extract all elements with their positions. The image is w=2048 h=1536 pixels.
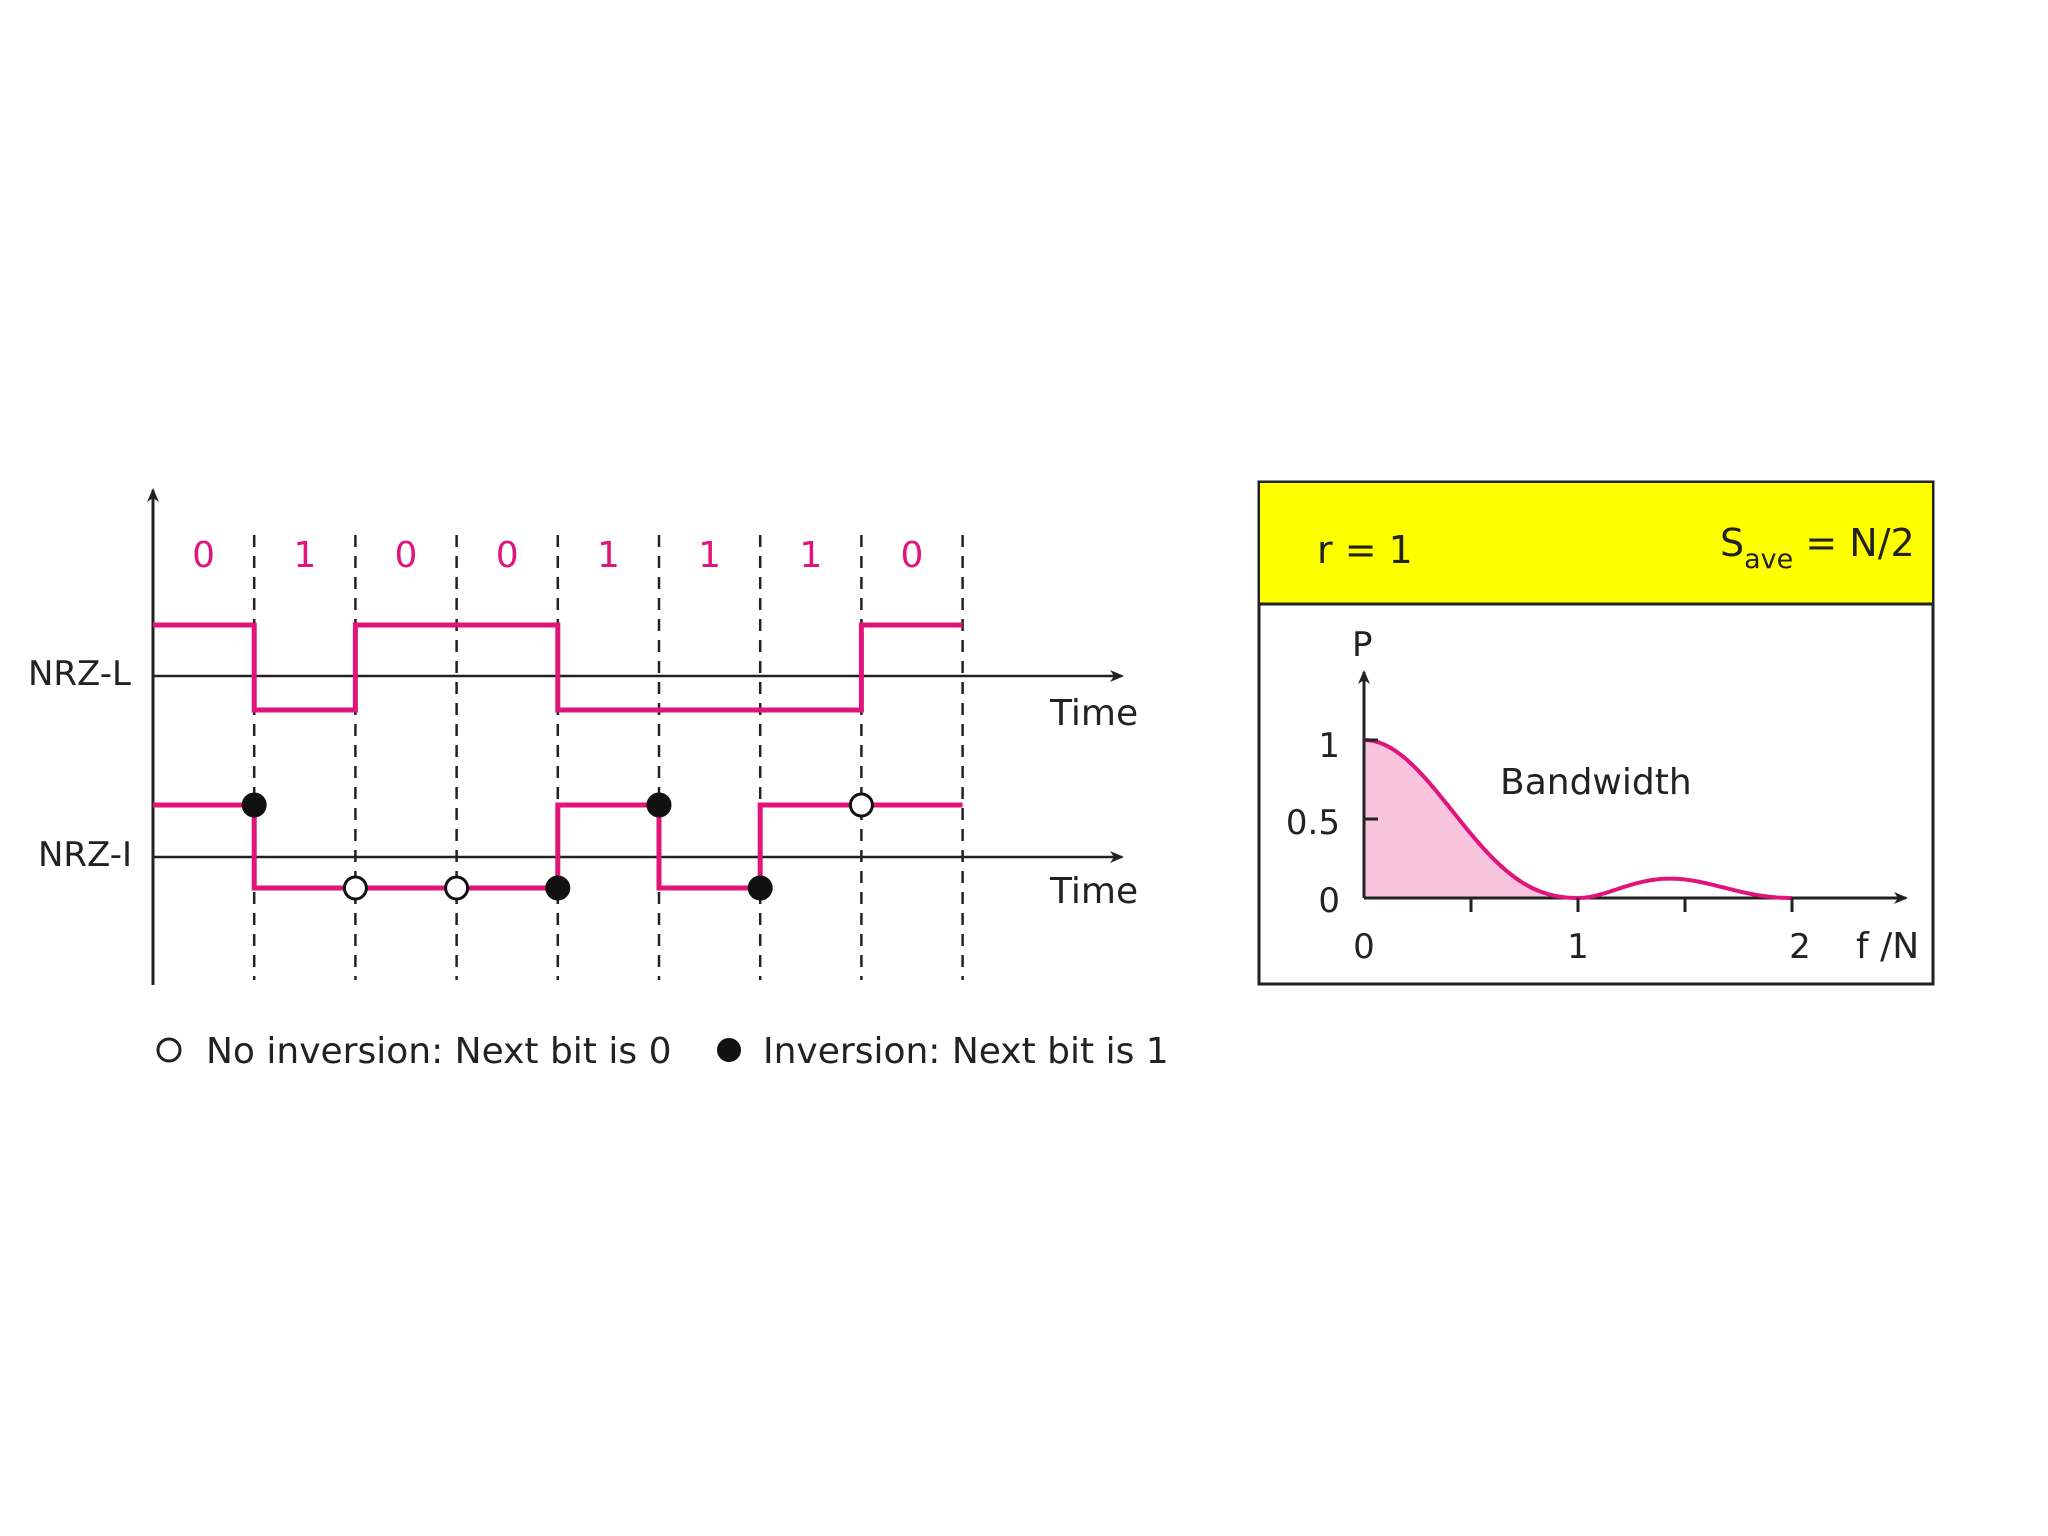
p-axis-label: P [1352,625,1373,665]
spectrum-panel: r = 1 Save = N/2 P Bandwidth f /N 1 0.5 … [1257,480,1935,986]
f-axis-label: f /N [1856,926,1919,967]
legend-hollow-circle-icon [156,1037,182,1063]
no-inversion-marker-icon [848,792,874,818]
inversion-marker-icon [241,792,267,818]
x-tick-label-0: 0 [1353,927,1375,967]
nrz-i-label: NRZ-I [38,835,132,875]
bit-label: 1 [698,535,721,576]
nrz-diagram: 0 1 0 0 1 1 1 0 NRZ-L NRZ-I Time Time No invers… [28,488,1169,1072]
save-sub: ave [1744,544,1793,575]
y-tick-label-0.5: 0.5 [1286,803,1340,843]
legend-filled-circle-icon [717,1038,741,1062]
spectrum-ticks [1364,738,1794,912]
bandwidth-label: Bandwidth [1500,762,1692,803]
time-label-nrz-l: Time [1049,693,1138,734]
nrz-i-transition-markers [241,792,874,901]
bit-label: 0 [395,535,418,576]
legend-no-inversion: No inversion: Next bit is 0 [206,1031,671,1072]
nrz-l-label: NRZ-L [28,654,131,694]
nrz-l-signal [153,622,963,713]
nrz-i-signal [153,802,963,891]
spectrum-header [1260,483,1932,604]
inversion-marker-icon [545,875,571,901]
legend-inversion: Inversion: Next bit is 1 [763,1031,1169,1072]
bit-label: 1 [799,535,822,576]
r-label: r = 1 [1317,528,1413,572]
save-label: Save = N/2 [1720,521,1915,575]
save-main: S [1720,521,1744,565]
bandwidth-fill [1364,740,1578,898]
bit-label: 0 [901,535,924,576]
x-tick-label-1: 1 [1567,927,1589,967]
y-tick-label-1: 1 [1318,726,1340,766]
bit-label: 1 [293,535,316,576]
bit-label: 0 [496,535,519,576]
inversion-marker-icon [747,875,773,901]
time-label-nrz-i: Time [1049,871,1138,912]
inversion-marker-icon [646,792,672,818]
bit-label: 0 [192,535,215,576]
bit-label: 1 [597,535,620,576]
bit-labels: 0 1 0 0 1 1 1 0 [192,535,923,576]
no-inversion-marker-icon [444,875,470,901]
y-tick-label-0: 0 [1318,881,1340,921]
no-inversion-marker-icon [342,875,368,901]
x-tick-label-2: 2 [1789,927,1811,967]
save-rest: = N/2 [1793,521,1914,565]
bit-boundaries [252,535,964,980]
